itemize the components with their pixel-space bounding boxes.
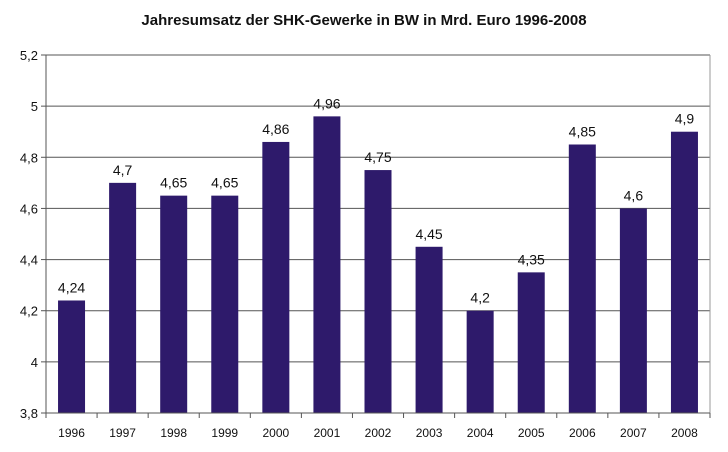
- x-tick-label: 2005: [518, 426, 545, 440]
- data-label: 4,65: [211, 175, 238, 191]
- x-tick-label: 2002: [365, 426, 392, 440]
- x-tick-label: 2004: [467, 426, 494, 440]
- bar: [568, 144, 596, 413]
- data-label: 4,7: [113, 162, 133, 178]
- y-tick-label: 3,8: [20, 406, 38, 421]
- bar: [364, 170, 392, 413]
- x-tick-label: 1998: [160, 426, 187, 440]
- x-tick-label: 2000: [262, 426, 289, 440]
- x-tick-label: 1999: [211, 426, 238, 440]
- data-label: 4,75: [364, 149, 391, 165]
- y-tick-label: 4: [31, 355, 38, 370]
- y-tick-label: 4,8: [20, 150, 38, 165]
- x-tick-label: 1996: [58, 426, 85, 440]
- bar: [58, 300, 86, 413]
- bar: [670, 131, 698, 413]
- data-label: 4,85: [569, 124, 596, 140]
- x-tick-label: 2007: [620, 426, 647, 440]
- data-label: 4,45: [415, 226, 442, 242]
- bar: [160, 195, 188, 413]
- bar: [313, 116, 341, 413]
- data-label: 4,9: [675, 111, 695, 127]
- x-tick-label: 2003: [416, 426, 443, 440]
- data-label: 4,6: [624, 187, 644, 203]
- bar: [517, 272, 545, 413]
- x-tick-label: 2006: [569, 426, 596, 440]
- bar: [619, 208, 647, 413]
- chart-title: Jahresumsatz der SHK-Gewerke in BW in Mr…: [141, 12, 587, 29]
- y-tick-label: 5,2: [20, 48, 38, 63]
- y-tick-label: 5: [31, 99, 38, 114]
- data-label: 4,2: [470, 290, 490, 306]
- data-label: 4,24: [58, 279, 85, 295]
- data-label: 4,96: [313, 95, 340, 111]
- bar: [262, 141, 290, 413]
- y-tick-label: 4,4: [20, 253, 38, 268]
- data-label: 4,86: [262, 121, 289, 137]
- x-tick-label: 2001: [314, 426, 341, 440]
- bar: [466, 310, 494, 413]
- y-tick-label: 4,6: [20, 201, 38, 216]
- bar: [109, 182, 137, 413]
- data-label: 4,65: [160, 175, 187, 191]
- x-tick-label: 1997: [109, 426, 136, 440]
- x-tick-label: 2008: [671, 426, 698, 440]
- y-tick-label: 4,2: [20, 304, 38, 319]
- bar: [211, 195, 239, 413]
- data-label: 4,35: [518, 251, 545, 267]
- bar: [415, 246, 443, 413]
